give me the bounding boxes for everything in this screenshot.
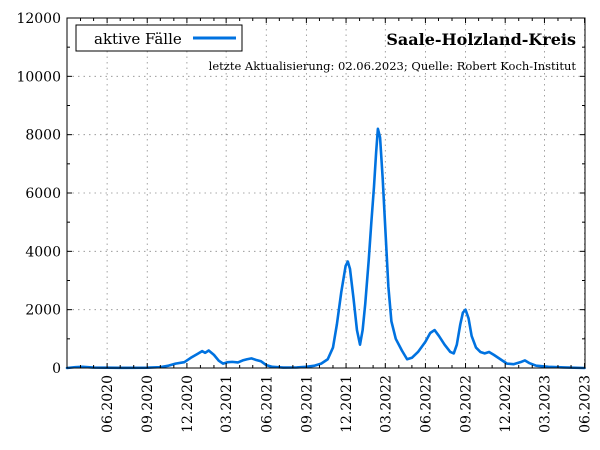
x-tick-label: 03.2023 bbox=[537, 375, 553, 433]
y-tick-label: 4000 bbox=[25, 244, 61, 260]
x-tick-label: 09.2020 bbox=[140, 375, 156, 433]
x-tick-label: 03.2021 bbox=[219, 375, 235, 433]
y-tick-label: 6000 bbox=[25, 186, 61, 202]
x-tick-label: 06.2022 bbox=[418, 375, 434, 433]
x-tick-label: 09.2021 bbox=[299, 375, 315, 433]
y-tick-label: 0 bbox=[52, 361, 61, 377]
y-tick-label: 8000 bbox=[25, 128, 61, 144]
y-tick-label: 2000 bbox=[25, 303, 61, 319]
y-tick-label: 12000 bbox=[16, 11, 61, 27]
x-tick-label: 06.2021 bbox=[259, 375, 275, 433]
chart-subtitle: letzte Aktualisierung: 02.06.2023; Quell… bbox=[209, 59, 577, 73]
x-tick-label: 09.2022 bbox=[459, 375, 475, 433]
legend: aktive Fälle bbox=[76, 25, 242, 51]
x-tick-label: 06.2023 bbox=[578, 375, 594, 433]
y-tick-label: 10000 bbox=[16, 69, 61, 85]
legend-label: aktive Fälle bbox=[94, 30, 182, 48]
x-tick-label: 12.2021 bbox=[339, 375, 355, 433]
x-tick-label: 03.2022 bbox=[378, 375, 394, 433]
x-tick-label: 12.2022 bbox=[498, 375, 514, 433]
x-tick-label: 12.2020 bbox=[180, 375, 196, 433]
chart-title: Saale-Holzland-Kreis bbox=[386, 30, 576, 49]
x-tick-label: 06.2020 bbox=[100, 375, 116, 433]
